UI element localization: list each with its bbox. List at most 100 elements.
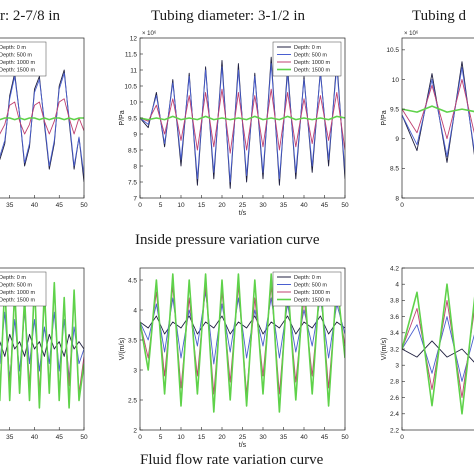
y-axis-label: P/Pa (381, 110, 388, 125)
legend-label: Depth: 500 m (0, 53, 32, 59)
y-tick-label: 10 (130, 99, 138, 106)
y-tick-label: 2.5 (128, 397, 137, 404)
series-line-depth-1000-m (0, 98, 84, 135)
caption-column-left: r: 2-7/8 in (0, 8, 60, 24)
caption-row-bottom: Fluid flow rate variation curve (140, 452, 324, 468)
y-tick-label: 2.6 (390, 395, 399, 402)
x-tick-label: 0 (400, 202, 404, 209)
series-line-depth-1500-m (0, 281, 84, 409)
x-tick-label: 50 (341, 434, 349, 441)
y-exponent-label: × 10⁶ (142, 30, 157, 37)
legend-label: Depth: 0 m (294, 45, 321, 51)
legend-label: Depth: 1000 m (294, 60, 330, 66)
x-tick-label: 10 (177, 434, 185, 441)
x-tick-label: 20 (218, 434, 226, 441)
legend-label: Depth: 500 m (294, 283, 327, 289)
y-tick-label: 9.5 (128, 115, 137, 122)
y-tick-label: 4.5 (128, 277, 137, 284)
legend-label: Depth: 0 m (0, 45, 26, 51)
series-line-depth-1500-m (402, 105, 474, 113)
legend-box (272, 41, 342, 77)
y-axis-label: P/Pa (119, 110, 126, 125)
x-tick-label: 50 (341, 202, 349, 209)
series-group (402, 61, 474, 163)
y-tick-label: 2.2 (390, 427, 399, 434)
series-group (0, 69, 84, 183)
y-tick-label: 9.5 (390, 106, 399, 113)
plot-frame (0, 37, 85, 199)
series-group (402, 283, 474, 415)
series-line-depth-500-m (402, 316, 474, 382)
x-tick-label: 45 (56, 434, 64, 441)
y-tick-label: 8 (133, 163, 137, 170)
caption-column-right: Tubing d (412, 8, 467, 24)
y-tick-label: 9 (133, 131, 137, 138)
x-tick-label: 20 (218, 202, 226, 209)
chart-top-middle: 0 5 10 15 20 25 30 35 40 45 50 7 7.5 8 8.5 9 9.5 10 10.5 11… (119, 30, 349, 217)
x-tick-label: 25 (239, 434, 247, 441)
series-line-depth-1500-m (402, 283, 474, 415)
series-line-depth-0-m (402, 340, 474, 363)
x-tick-label: 35 (280, 434, 288, 441)
x-tick-label: 25 (239, 202, 247, 209)
y-axis-label: V/(m/s) (119, 338, 126, 361)
series-group (0, 281, 84, 409)
legend-label: Depth: 1000 m (294, 290, 330, 296)
legend-label: Depth: 1000 m (0, 60, 35, 66)
y-tick-label: 3.5 (128, 337, 137, 344)
x-tick-label: 30 (259, 202, 267, 209)
legend-label: Depth: 1000 m (0, 290, 35, 296)
legend-box (0, 41, 47, 77)
x-tick-label: 35 (6, 434, 14, 441)
x-tick-label: 45 (321, 202, 329, 209)
chart-bottom-middle: 0 5 10 15 20 25 30 35 40 45 50 2 2.5 3 3.5 4 4.5 t/s V/(m/… (119, 267, 349, 449)
y-tick-label: 11 (130, 67, 137, 74)
series-line-depth-1000-m (140, 88, 345, 154)
x-tick-label: 45 (56, 202, 64, 209)
y-tick-label: 4 (133, 307, 137, 314)
y-tick-label: 8 (395, 195, 399, 202)
caption-column-middle: Tubing diameter: 3-1/2 in (151, 8, 306, 24)
y-tick-label: 2.8 (390, 379, 399, 386)
legend-label: Depth: 500 m (0, 283, 32, 289)
series-line-depth-1500-m (0, 117, 84, 121)
y-axis-label: V/(m/s) (381, 338, 388, 361)
legend-box (0, 271, 47, 307)
y-tick-label: 7 (133, 195, 137, 202)
x-tick-label: 0 (400, 434, 404, 441)
y-tick-label: 3.4 (390, 330, 399, 337)
x-tick-label: 40 (31, 202, 39, 209)
x-tick-label: 40 (300, 434, 308, 441)
y-tick-label: 8.5 (390, 166, 399, 173)
y-tick-label: 3 (395, 363, 399, 370)
x-tick-label: 0 (138, 202, 142, 209)
x-tick-label: 40 (300, 202, 308, 209)
x-tick-label: 5 (159, 434, 163, 441)
x-tick-label: 45 (321, 434, 329, 441)
y-tick-label: 10 (392, 77, 400, 84)
chart-bottom-right: 02.2 2.4 2.6 2.8 3 3.2 3.4 3.6 3.8 4 4.2 V/(m/s) (381, 265, 474, 441)
series-line-depth-500-m (402, 67, 474, 157)
legend-label: Depth: 1500 m (0, 298, 35, 304)
y-tick-label: 3.8 (390, 298, 399, 305)
legend-label: Depth: 0 m (294, 275, 321, 281)
y-tick-label: 10.5 (124, 83, 137, 90)
x-tick-label: 10 (177, 202, 185, 209)
y-tick-label: 11.5 (125, 51, 138, 58)
y-tick-label: 2.4 (390, 411, 399, 418)
x-tick-label: 15 (198, 434, 206, 441)
x-tick-label: 40 (31, 434, 39, 441)
series-line-depth-1500-m (140, 115, 345, 121)
plot-frame (401, 37, 474, 199)
y-tick-label: 12 (130, 35, 138, 42)
legend-label: Depth: 1500 m (294, 298, 330, 304)
legend-label: Depth: 1500 m (0, 68, 35, 74)
y-tick-label: 3 (133, 367, 137, 374)
series-group (140, 273, 345, 413)
series-line-depth-1500-m (140, 273, 345, 413)
